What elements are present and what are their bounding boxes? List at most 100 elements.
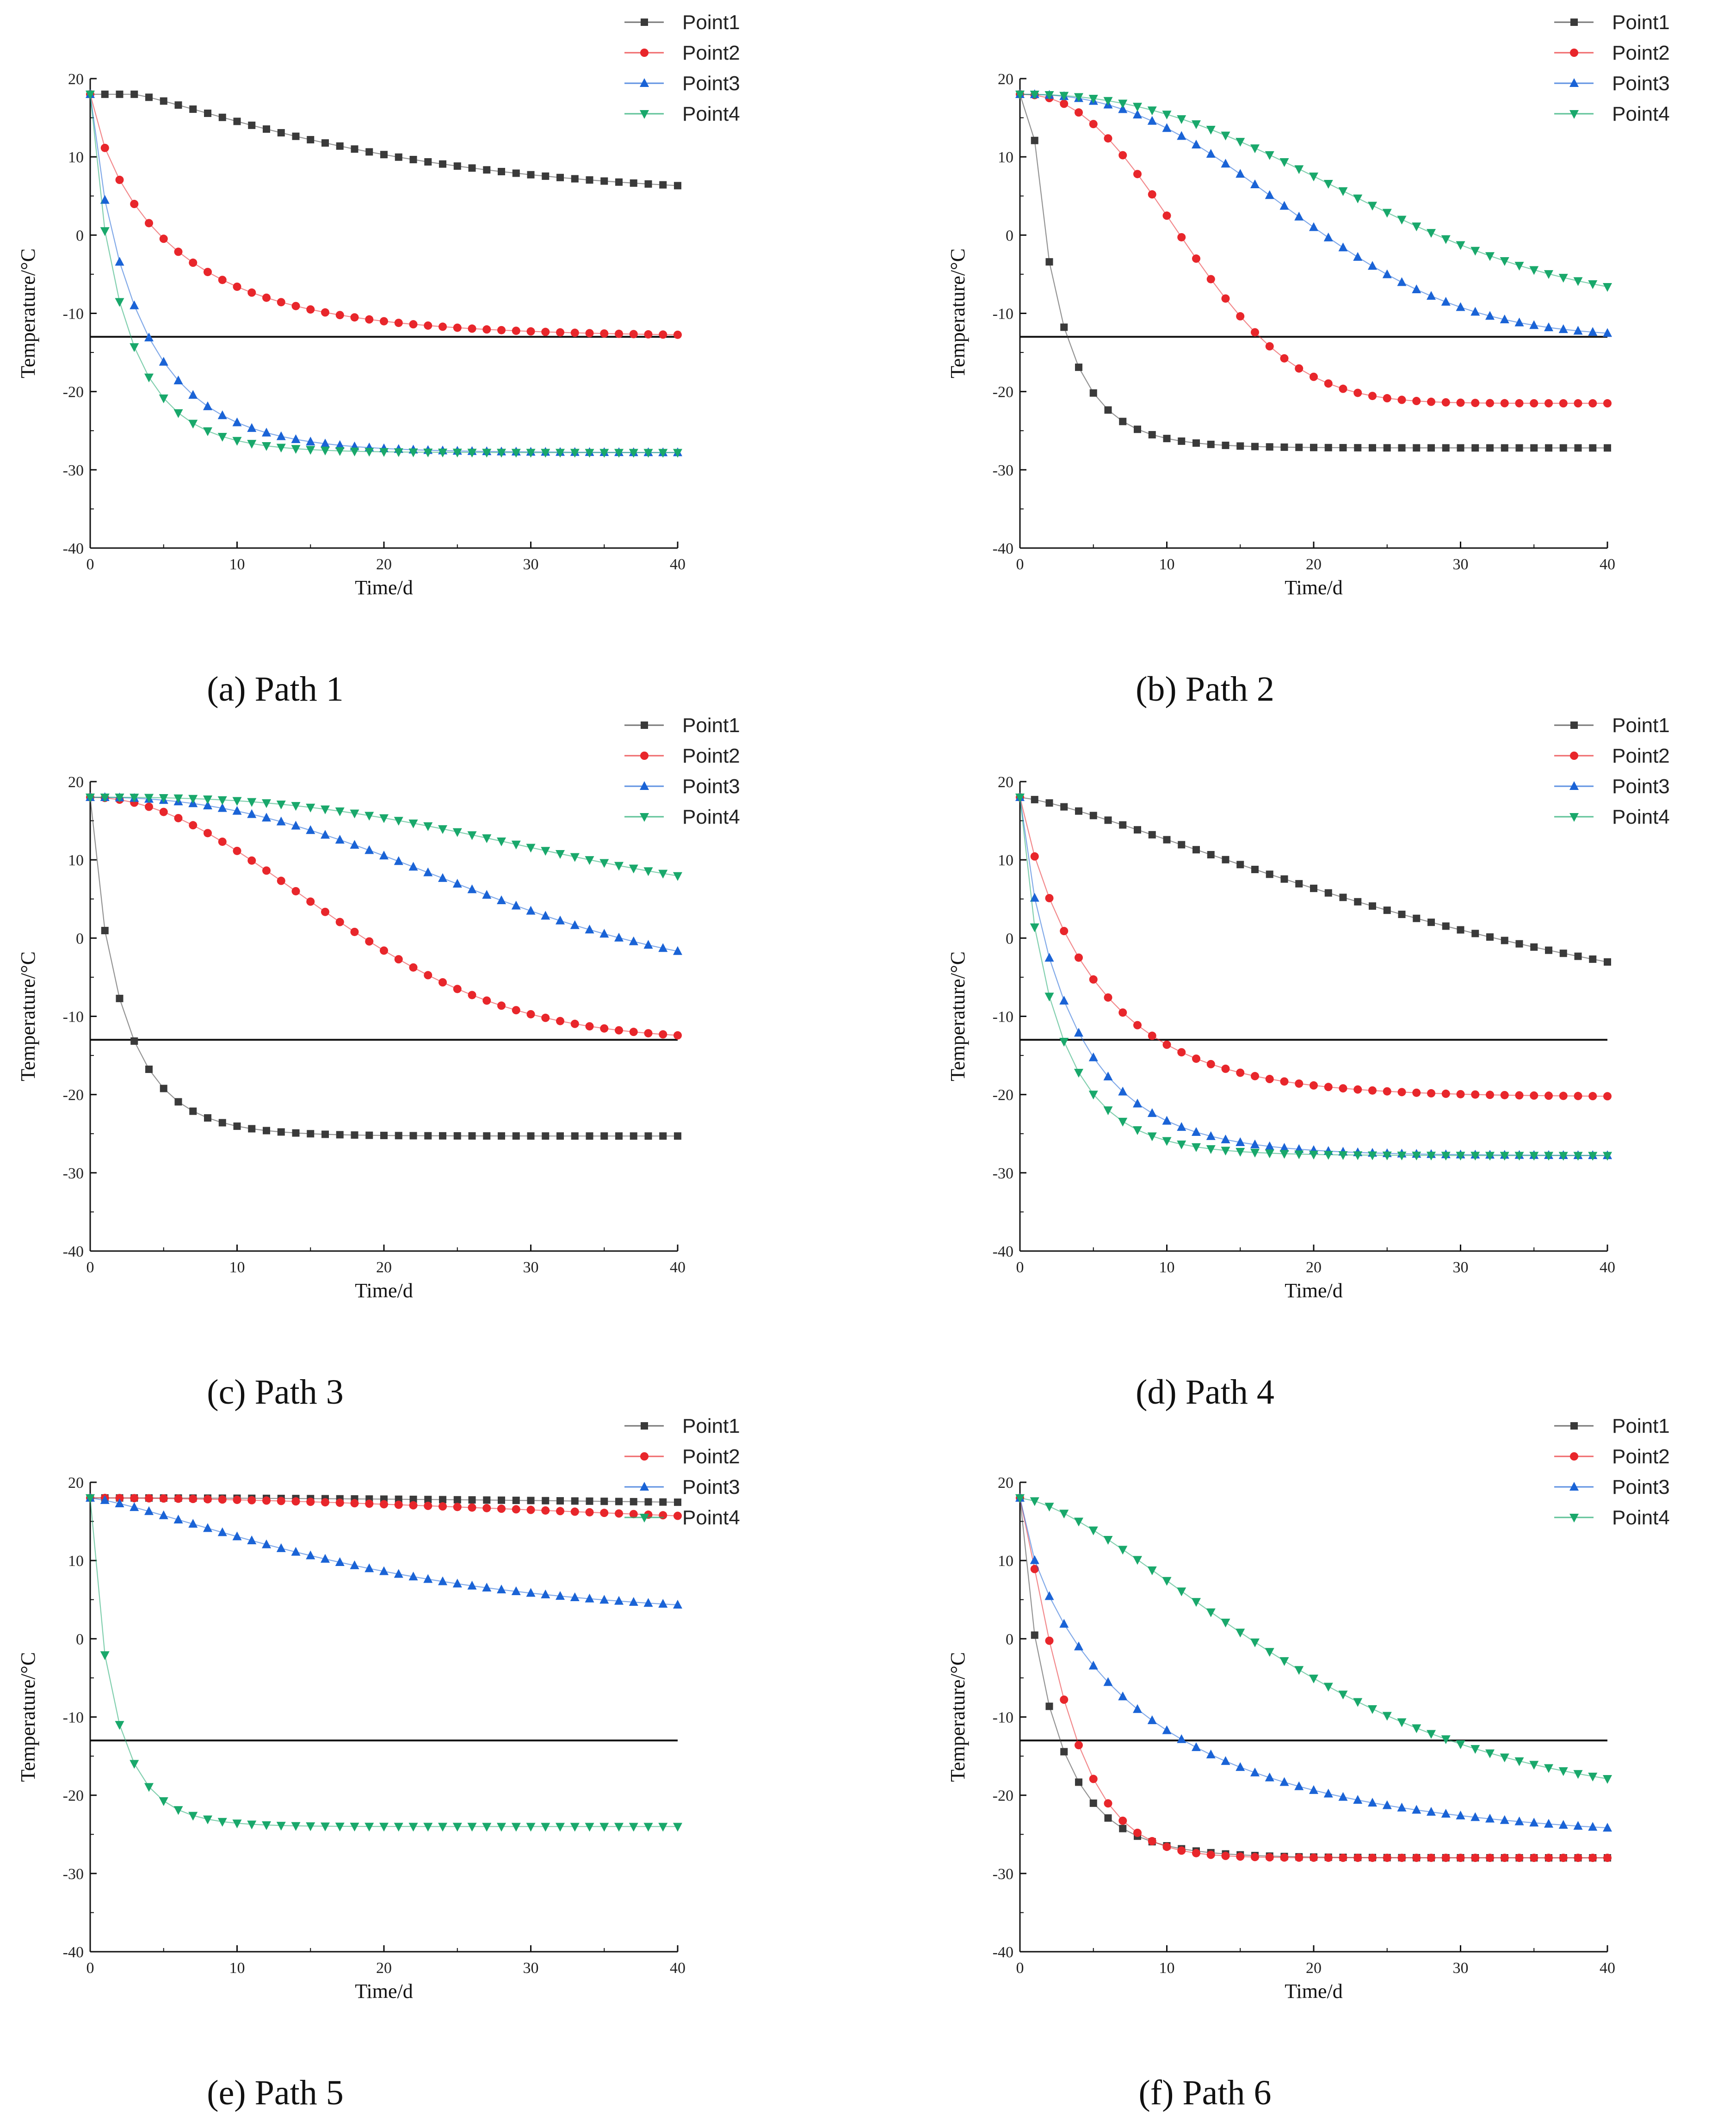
data-point <box>658 449 668 458</box>
data-point <box>159 234 168 243</box>
data-point <box>570 853 580 862</box>
data-point <box>658 943 668 952</box>
data-point <box>1457 444 1464 452</box>
data-point <box>189 259 198 267</box>
panel-caption: (c) Path 3 <box>207 1373 343 1412</box>
legend-item-point2: Point2 <box>1554 745 1670 767</box>
legend-label: Point3 <box>1612 1476 1670 1498</box>
data-point <box>600 1024 609 1033</box>
data-point <box>630 1498 637 1505</box>
data-point <box>439 1496 446 1504</box>
data-point <box>541 449 550 458</box>
data-point <box>306 1822 315 1831</box>
chart-panel-2: -40 -30 -20 -10 0 10 20 0 10 20 30 40 Time/d Temperat… <box>946 11 1670 709</box>
data-point <box>291 802 301 811</box>
data-point <box>424 158 432 166</box>
data-point <box>1044 1503 1054 1512</box>
data-point <box>1310 1853 1318 1862</box>
data-point <box>570 449 580 458</box>
data-point <box>1104 1814 1112 1822</box>
data-point <box>276 816 286 826</box>
data-point <box>439 978 447 987</box>
data-point <box>1530 1854 1538 1862</box>
data-point <box>306 1498 315 1506</box>
data-point <box>1089 389 1097 397</box>
data-point <box>217 796 227 805</box>
data-point <box>1118 1117 1128 1127</box>
data-point <box>1427 397 1435 406</box>
data-point <box>1206 1145 1216 1154</box>
data-point <box>467 449 477 458</box>
data-point <box>1588 1772 1598 1782</box>
legend-marker <box>640 752 649 760</box>
data-point <box>527 171 535 179</box>
data-point <box>1294 1150 1304 1159</box>
data-point <box>482 325 491 334</box>
data-point <box>306 437 315 446</box>
data-point <box>1456 1090 1465 1098</box>
data-point <box>1500 1815 1509 1824</box>
data-point <box>453 1503 462 1511</box>
data-point <box>541 1589 550 1598</box>
data-point <box>599 859 609 868</box>
data-point <box>1603 1775 1612 1784</box>
y-tick-label: -20 <box>63 384 84 401</box>
data-point <box>599 1595 609 1604</box>
data-point <box>497 449 506 458</box>
data-point <box>1383 1853 1391 1862</box>
data-point <box>1162 1137 1172 1146</box>
data-point <box>1251 865 1259 873</box>
data-point <box>659 181 667 189</box>
data-point <box>145 1494 153 1503</box>
data-point <box>1500 1091 1509 1099</box>
data-point <box>439 160 446 168</box>
data-point <box>1236 1852 1245 1861</box>
data-point <box>586 1497 593 1505</box>
series-point1 <box>1016 793 1611 966</box>
data-point <box>1295 1853 1304 1862</box>
data-point <box>1089 1799 1097 1807</box>
data-point <box>1529 266 1539 275</box>
data-point <box>1559 1854 1568 1862</box>
x-tick-label: 40 <box>670 556 686 573</box>
series-point2 <box>86 90 682 339</box>
y-tick-label: -40 <box>63 1243 84 1260</box>
data-point <box>453 985 462 993</box>
y-axis-title: Temperature/°C <box>17 1652 39 1782</box>
data-point <box>1588 1152 1598 1161</box>
data-point <box>409 1501 418 1510</box>
data-point <box>350 1499 359 1508</box>
legend-item-point1: Point1 <box>1554 714 1670 737</box>
data-point <box>365 1499 374 1508</box>
data-point <box>424 1132 432 1140</box>
data-point <box>115 1494 124 1503</box>
y-tick-label: -30 <box>993 1866 1013 1883</box>
data-point <box>1015 793 1025 802</box>
legend-label: Point4 <box>1612 1506 1670 1529</box>
data-point <box>497 1504 506 1513</box>
data-point <box>659 1132 667 1140</box>
x-tick-label: 40 <box>1600 556 1615 573</box>
data-point <box>482 1504 491 1512</box>
y-tick-label: -40 <box>993 540 1013 557</box>
data-point <box>262 293 271 302</box>
data-point <box>1397 395 1406 404</box>
data-point <box>1030 893 1039 902</box>
data-point <box>1118 104 1128 113</box>
data-point <box>1251 443 1259 450</box>
data-point <box>335 1498 344 1507</box>
data-point <box>364 812 374 821</box>
data-point <box>262 1821 271 1831</box>
data-point <box>1222 856 1229 863</box>
x-tick-label: 20 <box>1306 1960 1322 1977</box>
legend-marker <box>1570 721 1578 729</box>
data-point <box>1544 1091 1553 1100</box>
data-point <box>232 1531 242 1541</box>
data-point <box>1030 1555 1039 1564</box>
y-tick-label: -10 <box>993 1009 1013 1026</box>
x-tick-label: 30 <box>523 1259 539 1276</box>
data-point <box>1338 1792 1348 1801</box>
data-point <box>1412 397 1421 406</box>
data-point <box>541 847 550 856</box>
